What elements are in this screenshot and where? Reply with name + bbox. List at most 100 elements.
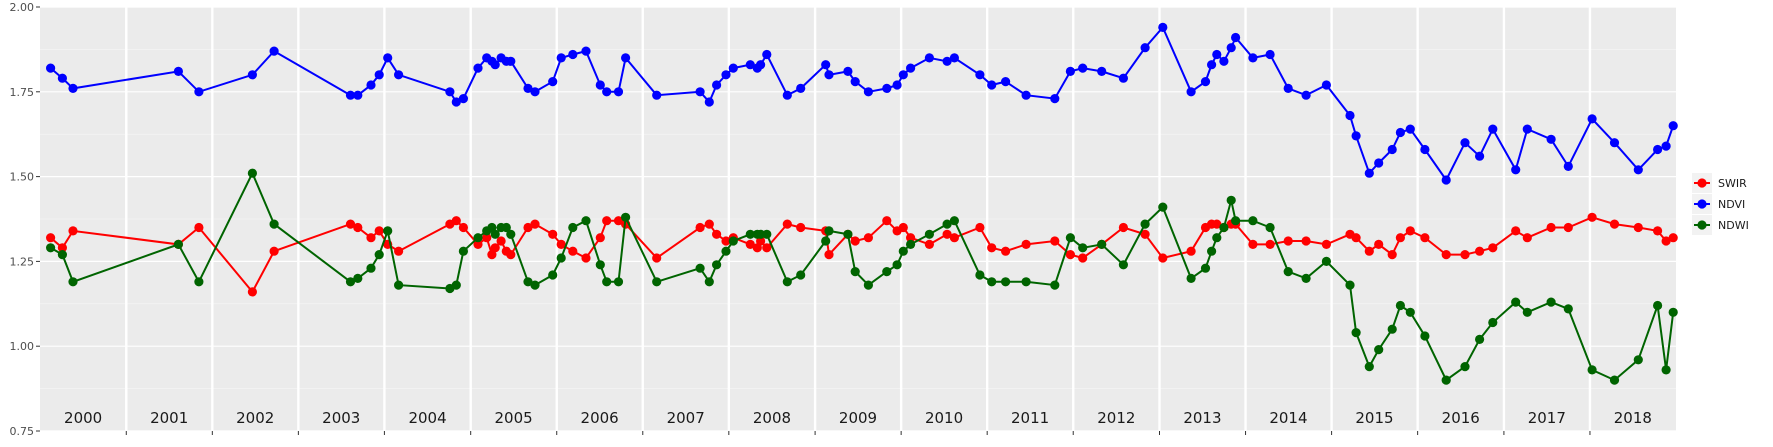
data-point-swir (1395, 233, 1405, 243)
data-point-ndvi (906, 63, 916, 73)
data-point-swir (1441, 250, 1451, 260)
data-point-ndwi (695, 263, 705, 273)
data-point-ndwi (345, 277, 356, 287)
data-point-swir (506, 250, 516, 260)
data-point-ndvi (1351, 131, 1361, 141)
data-point-ndvi (695, 87, 705, 97)
data-point-ndwi (366, 263, 376, 273)
year-label: 2011 (1011, 409, 1049, 427)
data-point-ndwi (1420, 331, 1430, 341)
data-point-ndwi (613, 277, 624, 287)
data-point-ndwi (1050, 280, 1060, 290)
data-point-ndwi (1097, 239, 1107, 249)
data-point-swir (1078, 253, 1088, 263)
data-point-ndvi (1661, 141, 1671, 151)
data-point-ndvi (1140, 43, 1150, 53)
data-point-swir (1248, 239, 1258, 249)
y-tick-label: 2.00 (10, 1, 35, 14)
data-point-ndvi (595, 80, 605, 90)
data-point-ndvi (704, 97, 714, 107)
data-point-ndvi (1231, 32, 1241, 43)
data-point-ndwi (1587, 365, 1597, 375)
data-point-ndwi (506, 229, 516, 239)
data-point-ndvi (1226, 43, 1236, 53)
x-axis (125, 431, 1591, 435)
data-point-ndwi (1219, 222, 1229, 233)
data-point-ndwi (1226, 195, 1236, 205)
data-point-ndvi (1405, 124, 1415, 134)
data-point-swir (487, 250, 497, 260)
data-point-ndvi (824, 70, 834, 80)
year-label: 2009 (839, 409, 877, 427)
data-point-ndvi (863, 87, 874, 97)
data-point-swir (1661, 236, 1671, 246)
data-point-swir (1587, 212, 1597, 222)
data-point-ndwi (1609, 375, 1620, 385)
data-point-ndvi (1097, 66, 1107, 76)
data-point-ndvi (924, 53, 935, 63)
data-point-ndwi (1351, 328, 1361, 338)
data-point-swir (987, 243, 997, 253)
data-point-swir (46, 233, 56, 243)
data-point-ndwi (458, 246, 468, 256)
data-point-ndvi (1200, 77, 1211, 87)
data-point-ndvi (1118, 73, 1128, 83)
data-point-ndwi (173, 239, 183, 249)
data-point-ndwi (1633, 355, 1643, 365)
data-point-ndwi (1078, 243, 1088, 253)
legend-label-ndwi: NDWI (1718, 219, 1749, 232)
data-point-ndvi (987, 80, 997, 90)
data-point-swir (949, 233, 960, 243)
data-point-ndvi (898, 70, 908, 80)
data-point-ndvi (1001, 77, 1011, 87)
data-point-ndvi (721, 70, 731, 80)
data-point-ndwi (1248, 216, 1258, 226)
data-point-ndwi (1563, 304, 1573, 314)
data-point-swir (366, 233, 376, 243)
data-point-ndwi (824, 226, 834, 236)
data-point-ndwi (1001, 277, 1011, 287)
data-point-swir (1563, 222, 1573, 233)
data-point-ndwi (987, 277, 997, 287)
data-point-swir (1609, 219, 1620, 229)
data-point-swir (1283, 236, 1293, 246)
data-point-ndvi (1475, 151, 1485, 161)
data-point-ndwi (882, 267, 892, 277)
data-point-ndvi (383, 53, 393, 63)
data-point-ndvi (949, 53, 960, 63)
data-point-ndvi (1441, 175, 1451, 185)
data-point-ndvi (173, 66, 183, 76)
data-point-ndvi (394, 70, 404, 80)
data-point-ndvi (568, 49, 578, 60)
data-point-ndwi (1065, 233, 1075, 243)
data-point-ndwi (1283, 267, 1293, 277)
data-point-ndvi (882, 83, 892, 93)
year-label: 2002 (236, 409, 274, 427)
data-point-swir (1050, 236, 1060, 246)
data-point-ndvi (1321, 80, 1331, 90)
data-point-swir (652, 253, 662, 263)
data-point-ndvi (57, 73, 67, 83)
data-point-ndvi (269, 46, 279, 56)
data-point-swir (1460, 250, 1470, 260)
data-point-ndwi (353, 273, 363, 283)
data-point-ndwi (942, 219, 952, 229)
data-point-ndwi (782, 277, 792, 287)
data-point-ndwi (892, 260, 902, 270)
data-point-ndvi (621, 53, 631, 63)
data-point-ndwi (473, 233, 483, 243)
data-point-ndwi (548, 270, 558, 280)
data-point-ndvi (1219, 56, 1229, 66)
data-point-ndvi (1460, 138, 1470, 148)
data-point-swir (451, 216, 461, 226)
data-point-ndwi (821, 236, 831, 246)
data-point-ndvi (530, 87, 540, 97)
legend-key-point (1697, 178, 1707, 188)
year-label: 2013 (1183, 409, 1221, 427)
year-label: 2004 (408, 409, 446, 427)
data-point-ndwi (704, 277, 714, 287)
data-point-ndwi (1661, 365, 1671, 375)
data-point-swir (581, 253, 591, 263)
data-point-swir (924, 239, 935, 249)
data-point-swir (796, 222, 806, 233)
